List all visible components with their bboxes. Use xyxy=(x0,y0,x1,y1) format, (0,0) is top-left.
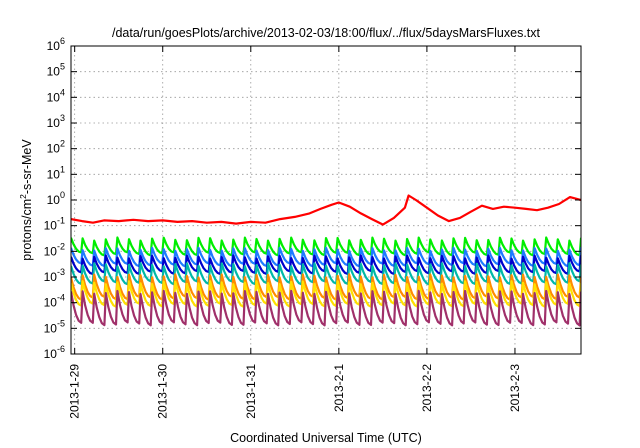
series-group xyxy=(71,194,581,327)
x-tick-label: 2013-1-30 xyxy=(156,364,170,419)
plot-frame xyxy=(70,45,582,355)
y-tick-label: 10-5 xyxy=(44,318,65,335)
y-axis-label: protons/cm2-s-sr-MeV xyxy=(18,139,34,261)
x-axis-label: Coordinated Universal Time (UTC) xyxy=(230,431,422,445)
chart-title: /data/run/goesPlots/archive/2013-02-03/1… xyxy=(112,26,541,40)
x-tick-label: 2013-1-31 xyxy=(244,364,258,419)
y-tick-label: 100 xyxy=(47,190,65,207)
series-line xyxy=(71,289,581,327)
series-line xyxy=(71,273,581,301)
series-line xyxy=(71,280,581,308)
x-tick-label: 2013-1-29 xyxy=(68,364,82,419)
series-line xyxy=(71,254,581,276)
x-tick-labels: 2013-1-29 2013-1-30 2013-1-31 2013-2-1 2013-… xyxy=(68,364,522,419)
y-tick-label: 101 xyxy=(47,164,65,181)
y-tick-label: 105 xyxy=(47,62,65,79)
series-line xyxy=(71,194,581,226)
y-tick-label: 106 xyxy=(47,36,65,53)
x-tick-label: 2013-2-3 xyxy=(508,364,522,412)
y-tick-label: 10-1 xyxy=(44,216,65,233)
series-line xyxy=(71,236,581,257)
y-tick-label: 10-4 xyxy=(44,293,65,310)
series-line xyxy=(71,262,581,286)
y-tick-label: 10-2 xyxy=(44,241,65,258)
x-tick-label: 2013-2-2 xyxy=(420,364,434,412)
y-tick-label: 104 xyxy=(47,87,65,104)
y-tick-label: 10-3 xyxy=(44,267,65,284)
series-line xyxy=(71,246,581,268)
x-tick-label: 2013-2-1 xyxy=(332,364,346,412)
y-tick-labels: 10-6 10-5 10-4 10-3 10-2 10-1 100 101 102 103 104 1… xyxy=(44,36,65,361)
y-tick-label: 10-6 xyxy=(44,344,65,361)
y-tick-label: 102 xyxy=(47,139,65,156)
y-tick-label: 103 xyxy=(47,113,65,130)
